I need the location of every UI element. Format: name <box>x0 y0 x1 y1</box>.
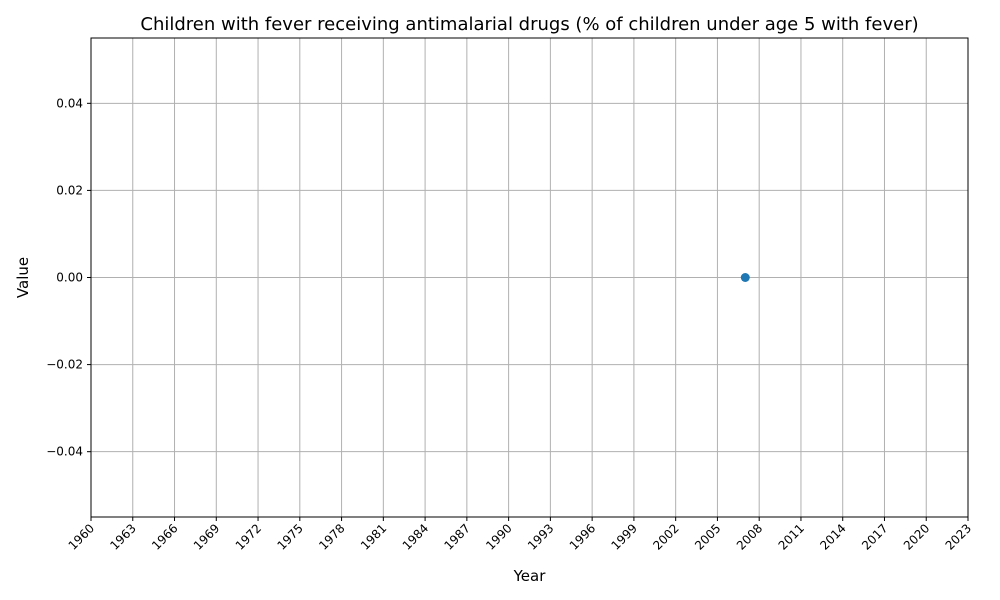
data-points <box>740 273 750 282</box>
x-tick-label: 2023 <box>943 521 974 552</box>
y-tick-label: 0.02 <box>56 183 83 197</box>
x-axis: 1960 1963 1966 1969 1972 1975 1978 1981 1984 1987… <box>66 517 974 553</box>
x-tick-label: 2017 <box>859 521 890 552</box>
x-tick-label: 1999 <box>609 521 640 552</box>
x-tick-label: 1969 <box>191 521 222 552</box>
data-point <box>740 273 750 282</box>
x-tick-label: 1981 <box>358 521 389 552</box>
x-tick-label: 2002 <box>650 521 681 552</box>
y-tick-label: 0.04 <box>56 96 83 110</box>
chart-title: Children with fever receiving antimalari… <box>140 14 918 35</box>
plot-frame <box>90 37 969 518</box>
y-tick-label: −0.04 <box>46 445 83 459</box>
grid <box>90 38 969 517</box>
x-tick-label: 1984 <box>400 521 431 552</box>
y-tick-label: −0.02 <box>46 358 83 372</box>
y-axis: −0.04 −0.02 0.00 0.02 0.04 <box>46 96 91 459</box>
y-axis-label: Value <box>14 257 32 298</box>
x-axis-label: Year <box>513 567 547 585</box>
x-tick-label: 2008 <box>734 521 765 552</box>
x-tick-label: 1960 <box>66 521 97 552</box>
x-tick-label: 2005 <box>692 521 723 552</box>
x-tick-label: 1993 <box>525 521 556 552</box>
x-tick-label: 1972 <box>233 521 264 552</box>
x-tick-label: 1975 <box>274 521 305 552</box>
x-tick-label: 1996 <box>567 521 598 552</box>
y-tick-label: 0.00 <box>56 271 83 285</box>
x-tick-label: 1987 <box>441 521 472 552</box>
x-tick-label: 1978 <box>316 521 347 552</box>
x-tick-label: 2020 <box>901 521 932 552</box>
x-tick-label: 2011 <box>776 521 807 552</box>
x-tick-label: 1966 <box>149 521 180 552</box>
x-tick-label: 1963 <box>107 521 138 552</box>
x-tick-label: 2014 <box>817 521 848 552</box>
x-tick-label: 1990 <box>483 521 514 552</box>
